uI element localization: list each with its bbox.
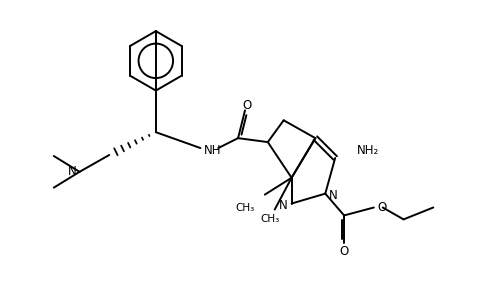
Text: CH₃: CH₃ — [236, 203, 255, 212]
Text: N: N — [279, 199, 287, 212]
Text: O: O — [340, 244, 349, 258]
Text: NH₂: NH₂ — [357, 144, 379, 157]
Text: O: O — [378, 201, 387, 214]
Text: NH: NH — [204, 144, 221, 157]
Text: CH₃: CH₃ — [260, 215, 280, 224]
Text: O: O — [243, 99, 251, 112]
Text: N: N — [68, 165, 76, 178]
Text: N: N — [329, 189, 338, 202]
